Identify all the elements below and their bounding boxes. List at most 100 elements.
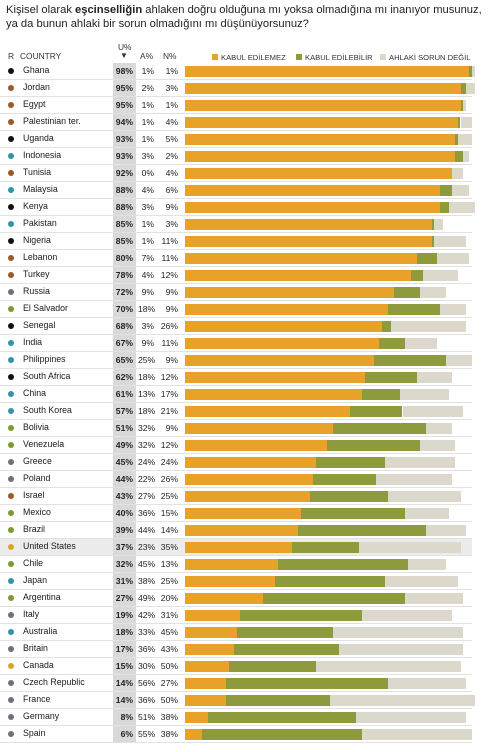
- bar-segment-unacceptable: [185, 304, 388, 315]
- table-row[interactable]: Czech Republic 14% 56% 27%: [0, 675, 488, 692]
- sort-arrow-icon[interactable]: ▼: [120, 51, 128, 60]
- row-divider: [0, 79, 472, 80]
- table-row[interactable]: France 14% 36% 50%: [0, 692, 488, 709]
- u-pct-cell: [113, 369, 136, 386]
- table-row[interactable]: Turkey 78% 4% 12%: [0, 267, 488, 284]
- row-divider: [0, 249, 472, 250]
- bar-segment-acceptable: [440, 185, 452, 196]
- table-row[interactable]: Japan 31% 38% 25%: [0, 573, 488, 590]
- bar-segment-acceptable: [457, 117, 461, 128]
- bar-segment-not-moral-issue: [425, 525, 467, 536]
- table-row[interactable]: Palestinian ter. 94% 1% 4%: [0, 114, 488, 131]
- header-n-pct[interactable]: N%: [163, 51, 177, 61]
- table-row[interactable]: Chile 32% 45% 13%: [0, 556, 488, 573]
- a-pct-value: 3%: [141, 321, 154, 331]
- n-pct-value: 14%: [160, 525, 178, 535]
- n-pct-value: 3%: [165, 83, 178, 93]
- table-row[interactable]: Lebanon 80% 7% 11%: [0, 250, 488, 267]
- country-name: Turkey: [23, 269, 50, 279]
- table-row[interactable]: Russia 72% 9% 9%: [0, 284, 488, 301]
- table-row[interactable]: Tunisia 92% 0% 4%: [0, 165, 488, 182]
- a-pct-value: 49%: [138, 593, 156, 603]
- table-row[interactable]: Argentina 27% 49% 20%: [0, 590, 488, 607]
- bar-segment-acceptable: [379, 338, 406, 349]
- a-pct-value: 27%: [138, 491, 156, 501]
- table-row[interactable]: India 67% 9% 11%: [0, 335, 488, 352]
- table-row[interactable]: Ghana 98% 1% 1%: [0, 63, 488, 80]
- table-row[interactable]: Venezuela 49% 32% 12%: [0, 437, 488, 454]
- table-row[interactable]: Italy 19% 42% 31%: [0, 607, 488, 624]
- table-row[interactable]: Australia 18% 33% 45%: [0, 624, 488, 641]
- u-pct-value: 44%: [115, 474, 133, 484]
- u-pct-cell: [113, 420, 136, 437]
- n-pct-value: 26%: [160, 474, 178, 484]
- row-divider: [0, 351, 472, 352]
- table-row[interactable]: El Salvador 70% 18% 9%: [0, 301, 488, 318]
- header-u-pct[interactable]: U%: [118, 42, 132, 52]
- header-region[interactable]: R: [8, 51, 15, 61]
- table-row[interactable]: Bolivia 51% 32% 9%: [0, 420, 488, 437]
- row-divider: [0, 572, 472, 573]
- country-name: Kenya: [23, 201, 48, 211]
- table-row[interactable]: United States 37% 23% 35%: [0, 539, 488, 556]
- table-row[interactable]: Jordan 95% 2% 3%: [0, 80, 488, 97]
- table-row[interactable]: Nigeria 85% 1% 11%: [0, 233, 488, 250]
- table-row[interactable]: South Africa 62% 18% 12%: [0, 369, 488, 386]
- table-row[interactable]: Uganda 93% 1% 5%: [0, 131, 488, 148]
- bar-segment-acceptable: [309, 491, 388, 502]
- bar-segment-unacceptable: [185, 338, 380, 349]
- table-row[interactable]: Spain 6% 55% 38%: [0, 726, 488, 743]
- header-a-pct[interactable]: A%: [140, 51, 154, 61]
- table-row[interactable]: Kenya 88% 3% 9%: [0, 199, 488, 216]
- table-row[interactable]: Egypt 95% 1% 1%: [0, 97, 488, 114]
- u-pct-cell: [113, 301, 136, 318]
- u-pct-cell: [113, 80, 136, 97]
- table-row[interactable]: Poland 44% 22% 26%: [0, 471, 488, 488]
- u-pct-cell: [113, 165, 136, 182]
- table-row[interactable]: Israel 43% 27% 25%: [0, 488, 488, 505]
- region-dot-icon: [8, 561, 14, 567]
- a-pct-value: 45%: [138, 559, 156, 569]
- u-pct-cell: [113, 318, 136, 335]
- country-name: Australia: [23, 626, 58, 636]
- region-dot-icon: [8, 102, 14, 108]
- region-dot-icon: [8, 612, 14, 618]
- u-pct-value: 94%: [115, 117, 133, 127]
- a-pct-value: 1%: [141, 66, 154, 76]
- stacked-bar: [185, 134, 475, 145]
- u-pct-value: 32%: [115, 559, 133, 569]
- bar-segment-acceptable: [274, 576, 386, 587]
- table-row[interactable]: Mexico 40% 36% 15%: [0, 505, 488, 522]
- table-row[interactable]: Brazil 39% 44% 14%: [0, 522, 488, 539]
- table-row[interactable]: Greece 45% 24% 24%: [0, 454, 488, 471]
- table-row[interactable]: Britain 17% 36% 43%: [0, 641, 488, 658]
- u-pct-value: 40%: [115, 508, 133, 518]
- bar-segment-acceptable: [225, 695, 330, 706]
- region-dot-icon: [8, 697, 14, 703]
- n-pct-value: 20%: [160, 593, 178, 603]
- row-divider: [0, 283, 472, 284]
- legend-swatch: [380, 54, 386, 60]
- bar-segment-not-moral-issue: [385, 576, 458, 587]
- table-row[interactable]: Canada 15% 30% 50%: [0, 658, 488, 675]
- bar-segment-acceptable: [240, 610, 362, 621]
- table-row[interactable]: Philippines 65% 25% 9%: [0, 352, 488, 369]
- u-pct-cell: [113, 726, 136, 743]
- table-row[interactable]: Pakistan 85% 1% 3%: [0, 216, 488, 233]
- row-divider: [0, 674, 472, 675]
- table-row[interactable]: Indonesia 93% 3% 2%: [0, 148, 488, 165]
- stacked-bar: [185, 440, 475, 451]
- table-row[interactable]: Senegal 68% 3% 26%: [0, 318, 488, 335]
- country-name: India: [23, 337, 43, 347]
- n-pct-value: 1%: [165, 100, 178, 110]
- header-country[interactable]: COUNTRY: [20, 51, 62, 61]
- a-pct-value: 22%: [138, 474, 156, 484]
- table-row[interactable]: Malaysia 88% 4% 6%: [0, 182, 488, 199]
- table-row[interactable]: South Korea 57% 18% 21%: [0, 403, 488, 420]
- table-row[interactable]: Germany 8% 51% 38%: [0, 709, 488, 726]
- table-row[interactable]: China 61% 13% 17%: [0, 386, 488, 403]
- u-pct-cell: [113, 658, 136, 675]
- a-pct-value: 7%: [141, 253, 154, 263]
- bar-segment-not-moral-issue: [434, 236, 467, 247]
- u-pct-value: 62%: [115, 372, 133, 382]
